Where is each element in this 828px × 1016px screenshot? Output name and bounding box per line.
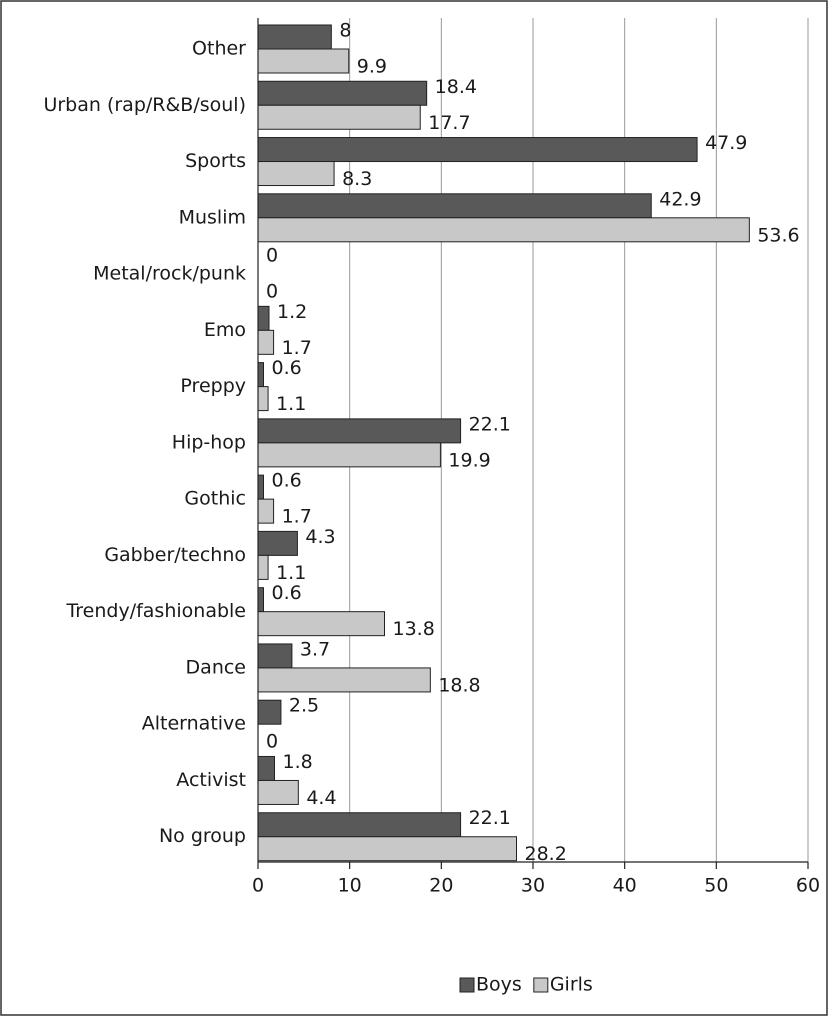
value-label: 18.8	[438, 674, 480, 696]
bar	[257, 418, 462, 444]
value-label: 1.1	[276, 393, 306, 415]
y-tick-label: Alternative	[142, 713, 246, 735]
legend-label: Girls	[550, 974, 593, 996]
y-tick-label: Trendy/fashionable	[65, 600, 246, 622]
legend-swatch	[533, 977, 549, 993]
y-tick-label: Metal/rock/punk	[93, 263, 246, 285]
value-label: 18.4	[435, 76, 477, 98]
value-label: 42.9	[659, 188, 701, 210]
bar	[257, 530, 298, 556]
value-label: 1.7	[282, 337, 312, 359]
value-label: 0.6	[272, 357, 302, 379]
y-tick-label: Gabber/techno	[104, 544, 246, 566]
x-tick-label: 10	[338, 875, 362, 897]
bar	[257, 48, 350, 74]
bar	[257, 24, 332, 50]
x-tick-label: 60	[796, 875, 820, 897]
bar	[257, 699, 282, 725]
bar	[257, 611, 385, 637]
value-label: 17.7	[428, 112, 470, 134]
value-label: 22.1	[469, 413, 511, 435]
bar	[257, 474, 264, 500]
legend-label: Boys	[476, 974, 522, 996]
value-label: 9.9	[357, 56, 387, 78]
value-label: 0.6	[272, 582, 302, 604]
value-label: 1.8	[283, 751, 313, 773]
y-tick-label: Urban (rap/R&B/soul)	[43, 94, 246, 116]
value-label: 47.9	[705, 132, 747, 154]
bar	[257, 667, 431, 693]
x-tick-label: 40	[613, 875, 637, 897]
y-tick-label: Preppy	[180, 375, 246, 397]
bar	[257, 161, 335, 187]
value-label: 0.6	[272, 470, 302, 492]
bar	[257, 779, 299, 805]
x-tick-label: 20	[429, 875, 453, 897]
bar	[257, 305, 270, 331]
y-tick-label: Other	[192, 38, 246, 60]
y-tick-label: Muslim	[179, 206, 246, 228]
bar	[257, 498, 275, 524]
bar	[257, 193, 652, 219]
value-label: 4.4	[306, 787, 336, 809]
value-label: 8	[339, 20, 351, 42]
value-label: 0	[266, 731, 278, 753]
value-label: 4.3	[305, 526, 335, 548]
value-label: 19.9	[448, 449, 490, 471]
bar	[257, 362, 264, 388]
value-label: 0	[266, 281, 278, 303]
value-label: 53.6	[757, 224, 799, 246]
x-tick-label: 0	[252, 875, 264, 897]
value-label: 0	[266, 245, 278, 267]
value-label: 8.3	[342, 168, 372, 190]
value-label: 1.1	[276, 562, 306, 584]
y-tick-label: Hip-hop	[172, 431, 246, 453]
y-tick-label: Gothic	[184, 488, 246, 510]
bar	[257, 755, 275, 781]
bar	[257, 329, 275, 355]
value-label: 1.2	[277, 301, 307, 323]
legend-swatch	[459, 977, 475, 993]
value-label: 1.7	[282, 506, 312, 528]
bar	[257, 386, 269, 412]
bar	[257, 812, 462, 838]
y-tick-label: Sports	[185, 150, 246, 172]
bar	[257, 104, 421, 130]
bar	[257, 587, 264, 613]
value-label: 28.2	[525, 843, 567, 865]
bar	[257, 554, 269, 580]
value-label: 2.5	[289, 695, 319, 717]
bar	[257, 836, 517, 862]
y-tick-label: No group	[159, 825, 246, 847]
value-label: 22.1	[469, 807, 511, 829]
value-label: 3.7	[300, 638, 330, 660]
x-tick-label: 50	[704, 875, 728, 897]
y-tick-label: Dance	[186, 656, 246, 678]
bar	[257, 217, 750, 243]
y-tick-label: Activist	[176, 769, 246, 791]
bar	[257, 442, 441, 468]
bar	[257, 137, 698, 163]
y-tick-label: Emo	[204, 319, 246, 341]
value-label: 13.8	[393, 618, 435, 640]
x-tick-label: 30	[521, 875, 545, 897]
bar	[257, 643, 293, 669]
bar	[257, 80, 428, 106]
